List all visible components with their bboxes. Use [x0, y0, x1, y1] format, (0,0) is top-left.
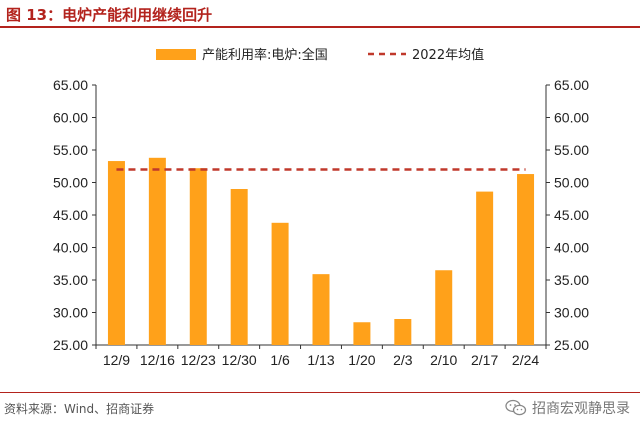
y-tick-label-right: 35.00 — [554, 272, 589, 288]
x-tick-label: 1/6 — [270, 352, 290, 368]
y-tick-label-left: 55.00 — [53, 142, 88, 158]
y-tick-label-right: 55.00 — [554, 142, 589, 158]
y-tick-label-right: 45.00 — [554, 207, 589, 223]
x-tick-label: 2/24 — [512, 352, 539, 368]
bar — [148, 157, 166, 345]
y-tick-label-left: 30.00 — [53, 305, 88, 321]
x-tick-label: 12/16 — [140, 352, 175, 368]
bar-chart: 25.00 25.00 30.00 30.00 35.00 35.00 40.00 40.00… — [53, 47, 589, 368]
x-tick-label: 2/17 — [471, 352, 498, 368]
y-tick-label-left: 60.00 — [53, 110, 88, 126]
bar — [476, 191, 494, 345]
bar — [435, 270, 453, 345]
y-tick-label-right: 60.00 — [554, 110, 589, 126]
x-tick-label: 2/10 — [430, 352, 457, 368]
x-tick-label: 12/23 — [181, 352, 216, 368]
y-tick-label-right: 50.00 — [554, 175, 589, 191]
bar — [353, 322, 371, 345]
bar — [517, 174, 535, 345]
figure-title: 图 13：电炉产能利用继续回升 — [6, 6, 213, 24]
legend-label-bar: 产能利用率:电炉:全国 — [202, 47, 328, 63]
legend-label-line: 2022年均值 — [412, 47, 484, 63]
y-tick-label-right: 25.00 — [554, 337, 589, 353]
x-tick-label: 1/13 — [307, 352, 334, 368]
y-tick-label-right: 40.00 — [554, 240, 589, 256]
y-tick-label-right: 65.00 — [554, 77, 589, 93]
wechat-icon — [505, 399, 527, 416]
x-tick-label: 12/30 — [222, 352, 257, 368]
y-tick-label-left: 50.00 — [53, 175, 88, 191]
bar — [230, 189, 248, 345]
bar — [394, 319, 412, 345]
x-tick-label: 1/20 — [348, 352, 375, 368]
x-tick-label: 2/3 — [393, 352, 413, 368]
bar — [107, 161, 125, 345]
brand-label: 招商宏观静思录 — [532, 401, 630, 417]
legend-swatch-bar — [156, 49, 196, 60]
bar — [312, 274, 330, 345]
y-tick-label-left: 45.00 — [53, 207, 88, 223]
y-tick-label-left: 35.00 — [53, 272, 88, 288]
title-divider — [0, 26, 640, 28]
source-note: 资料来源：Wind、招商证券 — [4, 402, 155, 416]
bar — [189, 168, 207, 345]
y-tick-label-left: 65.00 — [53, 77, 88, 93]
footer-divider — [0, 392, 640, 393]
y-tick-label-right: 30.00 — [554, 305, 589, 321]
bar — [271, 222, 289, 345]
x-tick-label: 12/9 — [103, 352, 130, 368]
brand-mark: 招商宏观静思录 — [505, 398, 630, 418]
y-tick-label-left: 25.00 — [53, 337, 88, 353]
y-tick-label-left: 40.00 — [53, 240, 88, 256]
